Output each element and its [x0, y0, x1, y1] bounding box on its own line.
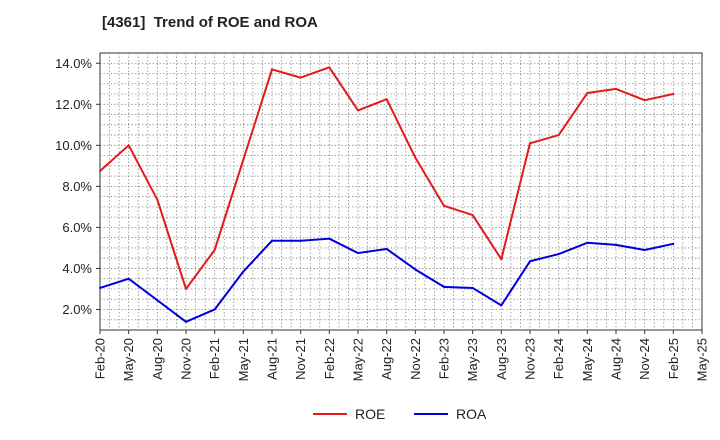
x-tick-label: Aug-20	[150, 338, 165, 380]
data-point-roe	[156, 198, 159, 201]
data-point-roe	[443, 204, 445, 207]
y-tick-label: 8.0%	[62, 179, 92, 194]
chart-title: [4361] Trend of ROE and ROA	[102, 14, 318, 31]
x-tick-label: Nov-21	[293, 338, 308, 380]
legend-label-roe: ROE	[355, 406, 385, 422]
data-point-roe	[271, 68, 273, 71]
y-tick-label: 2.0%	[62, 302, 92, 317]
x-tick-label: May-23	[465, 338, 480, 381]
data-point-roa	[213, 308, 216, 311]
data-point-roa	[271, 239, 273, 242]
data-point-roe	[586, 92, 589, 95]
x-tick-label: May-20	[121, 338, 136, 381]
data-point-roe	[213, 248, 216, 251]
data-point-roe	[185, 287, 187, 290]
data-point-roa	[557, 253, 560, 256]
data-point-roa	[127, 277, 130, 280]
data-point-roa	[99, 286, 101, 289]
x-tick-label: May-25	[695, 338, 710, 381]
data-point-roa	[672, 242, 675, 245]
x-tick-label: Nov-24	[637, 338, 652, 380]
y-tick-label: 6.0%	[62, 220, 92, 235]
x-tick-label: Nov-20	[179, 338, 194, 380]
data-point-roa	[385, 247, 388, 250]
data-point-roa	[471, 286, 474, 289]
x-tick-label: Feb-24	[551, 338, 566, 379]
data-point-roe	[557, 134, 560, 137]
x-tick-label: Aug-24	[609, 338, 624, 380]
data-point-roe	[328, 66, 331, 69]
x-tick-label: Nov-23	[523, 338, 538, 380]
data-point-roa	[328, 237, 331, 240]
data-point-roa	[443, 285, 445, 288]
x-tick-label: Feb-25	[666, 338, 681, 379]
data-point-roa	[242, 270, 245, 273]
x-tick-label: Feb-23	[437, 338, 452, 379]
data-point-roa	[185, 320, 187, 323]
data-point-roa	[357, 252, 359, 255]
data-point-roe	[99, 169, 101, 172]
data-point-roe	[500, 258, 503, 261]
y-tick-label: 4.0%	[62, 261, 92, 276]
x-tick-label: Aug-23	[494, 338, 509, 380]
grid-lines	[100, 53, 702, 330]
data-point-roe	[242, 158, 245, 161]
data-point-roe	[471, 214, 474, 217]
x-tick-label: Feb-22	[322, 338, 337, 379]
x-tick-label: May-24	[580, 338, 595, 381]
data-point-roe	[414, 156, 417, 159]
x-tick-label: Nov-22	[408, 338, 423, 380]
data-point-roe	[385, 98, 388, 101]
data-point-roe	[615, 87, 617, 90]
data-point-roa	[299, 239, 302, 242]
data-point-roe	[672, 93, 675, 96]
plot-area	[99, 52, 703, 331]
x-tick-label: Feb-21	[207, 338, 222, 379]
data-point-roa	[529, 260, 531, 263]
data-point-roa	[615, 243, 617, 246]
x-tick-label: May-22	[351, 338, 366, 381]
data-point-roa	[414, 268, 417, 271]
data-point-roe	[529, 142, 531, 145]
data-point-roa	[156, 299, 159, 302]
y-tick-label: 14.0%	[55, 56, 92, 71]
data-point-roa	[500, 304, 503, 307]
legend-label-roa: ROA	[456, 406, 487, 422]
data-point-roa	[586, 241, 589, 244]
y-tick-label: 12.0%	[55, 97, 92, 112]
x-tick-label: Aug-22	[379, 338, 394, 380]
data-point-roe	[357, 109, 359, 112]
x-tick-label: May-21	[236, 338, 251, 381]
y-tick-label: 10.0%	[55, 138, 92, 153]
data-point-roa	[643, 248, 646, 251]
x-tick-label: Aug-21	[265, 338, 280, 380]
data-point-roe	[299, 76, 302, 79]
data-point-roe	[127, 144, 130, 147]
x-tick-label: Feb-20	[93, 338, 108, 379]
data-point-roe	[643, 99, 646, 102]
